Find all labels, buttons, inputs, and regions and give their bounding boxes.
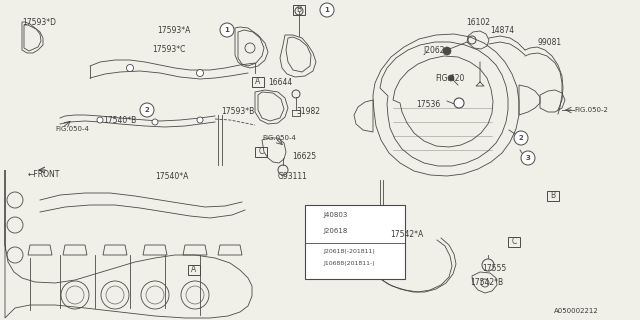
- Text: 2: 2: [312, 228, 316, 234]
- Circle shape: [308, 251, 319, 261]
- Text: A050002212: A050002212: [554, 308, 599, 314]
- Circle shape: [197, 117, 203, 123]
- Text: 3: 3: [312, 253, 316, 259]
- Text: J40803: J40803: [323, 212, 348, 218]
- Text: C: C: [259, 148, 264, 156]
- Text: 17593*C: 17593*C: [152, 45, 186, 54]
- Text: 2: 2: [145, 107, 149, 113]
- Text: B: B: [550, 191, 556, 201]
- Text: J20618: J20618: [323, 228, 348, 234]
- Text: 99081: 99081: [538, 38, 562, 47]
- Text: 17542*A: 17542*A: [390, 230, 423, 239]
- Text: 17593*A: 17593*A: [157, 26, 190, 35]
- Text: 17540*B: 17540*B: [103, 116, 136, 125]
- Text: 2: 2: [518, 135, 524, 141]
- Circle shape: [127, 65, 134, 71]
- Bar: [252, 77, 264, 87]
- Circle shape: [448, 75, 454, 81]
- Circle shape: [152, 119, 158, 125]
- Text: J2062: J2062: [423, 46, 445, 55]
- Circle shape: [196, 69, 204, 76]
- Text: A: A: [255, 77, 260, 86]
- Text: 17593*B: 17593*B: [221, 107, 254, 116]
- Circle shape: [521, 151, 535, 165]
- Text: FIG.420: FIG.420: [435, 74, 465, 83]
- Bar: [547, 191, 559, 201]
- Text: 17542*B: 17542*B: [470, 278, 503, 287]
- Circle shape: [320, 3, 334, 17]
- Text: 17536: 17536: [416, 100, 440, 109]
- Text: 17555: 17555: [482, 264, 506, 273]
- Text: 3: 3: [525, 155, 531, 161]
- Text: 16102: 16102: [466, 18, 490, 27]
- Text: 14874: 14874: [490, 26, 514, 35]
- Text: J20618(-201811): J20618(-201811): [323, 250, 375, 254]
- Text: C: C: [511, 237, 516, 246]
- Circle shape: [308, 226, 319, 236]
- Text: FIG.050-4: FIG.050-4: [55, 126, 89, 132]
- Circle shape: [140, 103, 154, 117]
- Text: 17593*D: 17593*D: [22, 18, 56, 27]
- Text: 17540*A: 17540*A: [155, 172, 188, 181]
- Text: FIG.050-4: FIG.050-4: [262, 135, 296, 141]
- Bar: [293, 5, 305, 15]
- Text: ←FRONT: ←FRONT: [28, 170, 60, 179]
- Text: 1: 1: [225, 27, 229, 33]
- Text: 16644: 16644: [268, 78, 292, 87]
- Text: G93111: G93111: [278, 172, 308, 181]
- Bar: [508, 237, 520, 247]
- Circle shape: [443, 47, 451, 55]
- Circle shape: [454, 98, 464, 108]
- Text: 16625: 16625: [292, 152, 316, 161]
- Text: B: B: [296, 5, 301, 14]
- Text: FIG.050-2: FIG.050-2: [574, 107, 608, 113]
- Bar: [188, 265, 200, 275]
- Text: 31982: 31982: [296, 107, 320, 116]
- Circle shape: [220, 23, 234, 37]
- Bar: [305, 205, 405, 279]
- Circle shape: [308, 210, 319, 220]
- Text: A: A: [191, 266, 196, 275]
- Text: J10688(201811-): J10688(201811-): [323, 261, 374, 267]
- Text: 1: 1: [324, 7, 330, 13]
- Text: 1: 1: [312, 212, 316, 218]
- Bar: [255, 147, 267, 157]
- Circle shape: [514, 131, 528, 145]
- Circle shape: [97, 117, 103, 123]
